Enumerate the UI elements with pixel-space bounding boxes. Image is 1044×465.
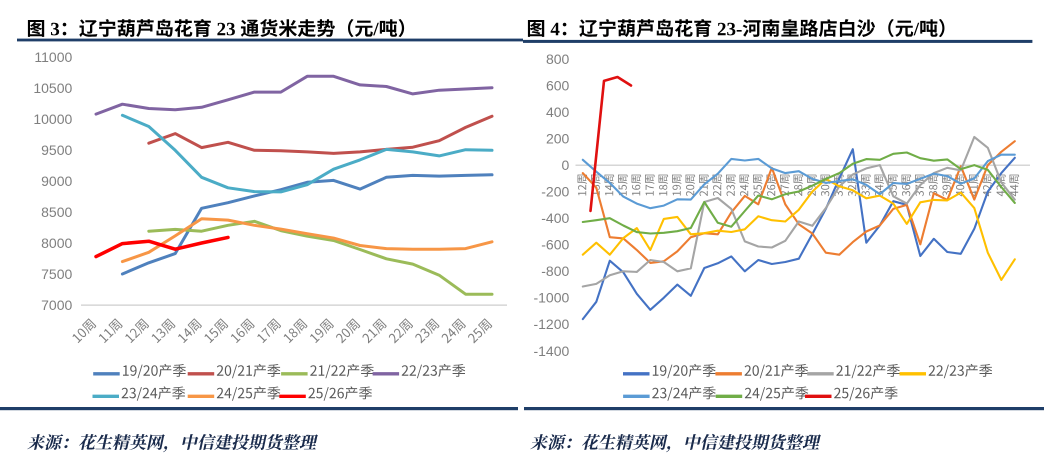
svg-text:9000: 9000 — [41, 173, 72, 189]
svg-text:-600: -600 — [541, 237, 569, 253]
svg-text:10000: 10000 — [33, 111, 72, 127]
svg-text:11000: 11000 — [34, 49, 72, 65]
svg-text:400: 400 — [546, 104, 570, 120]
svg-text:8000: 8000 — [41, 235, 72, 251]
svg-text:200: 200 — [546, 130, 570, 146]
svg-text:-800: -800 — [541, 263, 569, 279]
svg-text:7000: 7000 — [41, 297, 72, 313]
svg-text:-1400: -1400 — [533, 343, 569, 359]
svg-text:10500: 10500 — [33, 80, 72, 96]
svg-text:-1000: -1000 — [533, 290, 569, 306]
svg-text:-400: -400 — [541, 210, 569, 226]
svg-text:7500: 7500 — [41, 266, 72, 282]
svg-text:800: 800 — [546, 51, 570, 67]
svg-text:0: 0 — [562, 157, 570, 173]
svg-text:8500: 8500 — [41, 204, 72, 220]
svg-text:-200: -200 — [541, 184, 569, 200]
svg-text:-1200: -1200 — [533, 316, 569, 332]
svg-text:600: 600 — [546, 77, 570, 93]
svg-text:9500: 9500 — [41, 142, 72, 158]
